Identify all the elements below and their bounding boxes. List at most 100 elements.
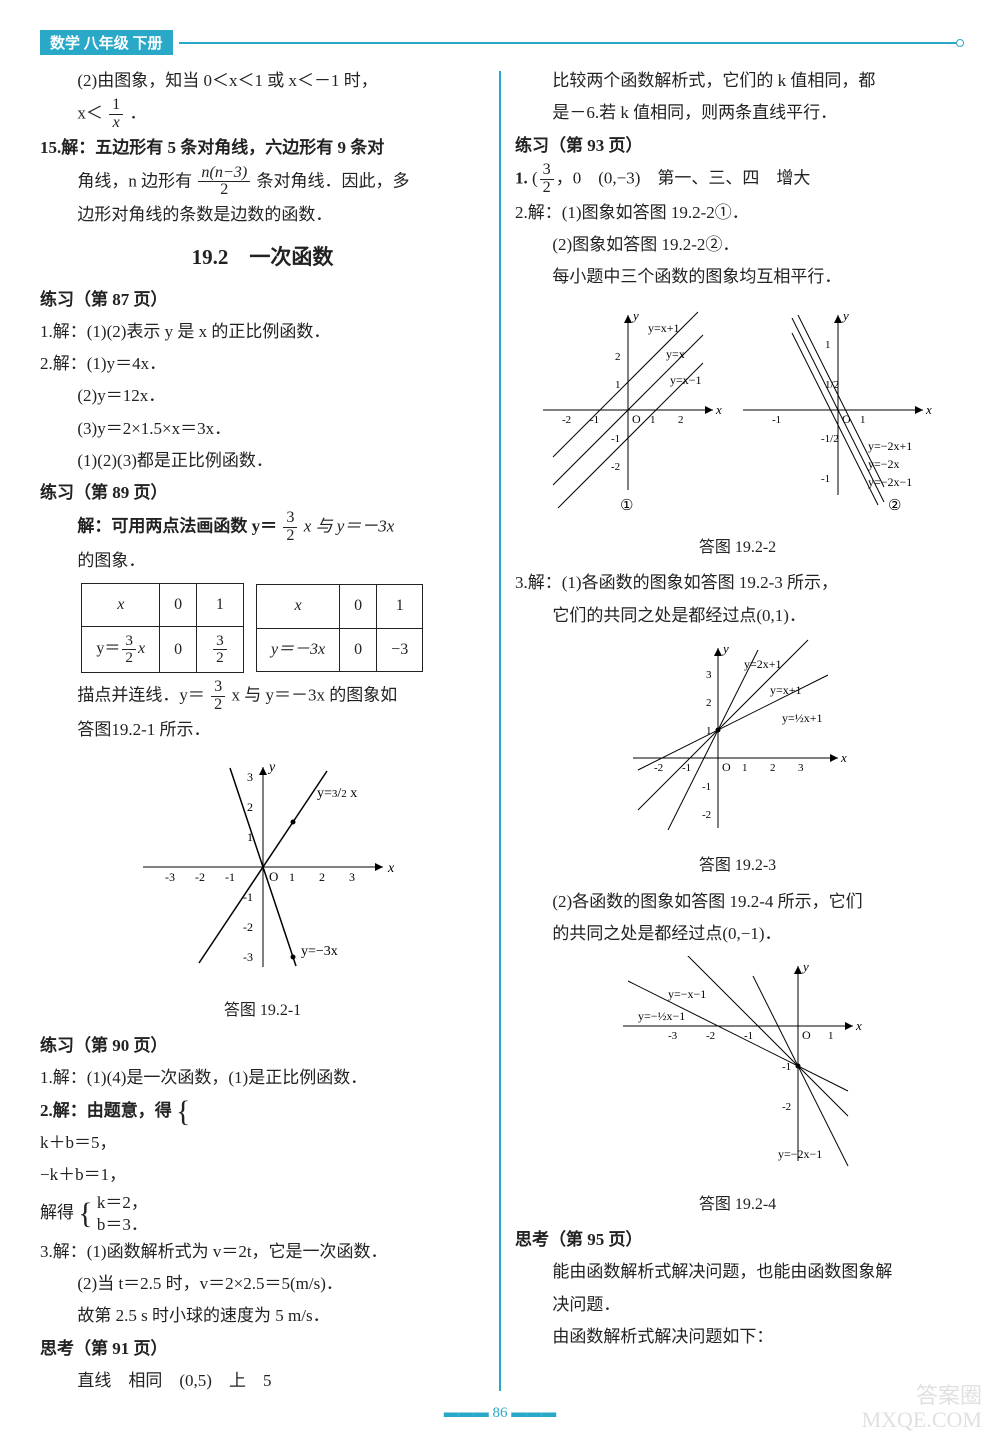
- svg-text:y=−½x−1: y=−½x−1: [638, 1009, 685, 1023]
- r-p2: 是－6.若 k 值相同，则两条直线平行．: [515, 97, 960, 129]
- ex87-2c: (3)y＝2×1.5×x＝3x．: [40, 413, 485, 445]
- svg-text:3: 3: [706, 669, 712, 681]
- graph2-svg: xy O -2-112 12-1-2 y=x+1 y=x y=x−1 ①: [528, 300, 948, 520]
- svg-text:y=½x+1: y=½x+1: [782, 711, 823, 725]
- ex87-head: 练习（第 87 页）: [40, 284, 485, 316]
- think91-head: 思考（第 91 页）: [40, 1333, 485, 1365]
- ex87-2d: (1)(2)(3)都是正比例函数．: [40, 445, 485, 477]
- svg-text:x: x: [855, 1018, 862, 1033]
- left-p1: (2)由图象，知当 0＜x＜1 或 x＜－1 时，: [40, 65, 485, 97]
- svg-text:-1: -1: [611, 433, 620, 445]
- table2: x01 y＝－3x0−3: [256, 584, 423, 672]
- svg-text:-1: -1: [243, 890, 253, 904]
- svg-text:-2: -2: [702, 809, 711, 821]
- svg-text:-2: -2: [243, 920, 253, 934]
- svg-text:x: x: [925, 402, 932, 417]
- svg-text:-3: -3: [165, 870, 175, 884]
- watermark: 答案圈 MXQE.COM: [862, 1384, 982, 1432]
- graph-19-2-2: xy O -2-112 12-1-2 y=x+1 y=x y=x−1 ①: [515, 300, 960, 564]
- page-footer: ▬▬▬ 86 ▬▬▬: [40, 1405, 960, 1422]
- svg-text:O: O: [269, 869, 278, 884]
- svg-text:2: 2: [770, 762, 776, 774]
- ex93-2c: 每小题中三个函数的图象均互相平行．: [515, 261, 960, 293]
- svg-text:y=x+1: y=x+1: [770, 683, 802, 697]
- page-number: 86: [493, 1405, 508, 1421]
- svg-text:-2: -2: [782, 1101, 791, 1113]
- right-column: 比较两个函数解析式，它们的 k 值相同，都 是－6.若 k 值相同，则两条直线平…: [515, 65, 960, 1397]
- graph4-caption: 答图 19.2-4: [515, 1190, 960, 1220]
- svg-text:-1: -1: [225, 870, 235, 884]
- ex90-1: 1.解：(1)(4)是一次函数，(1)是正比例函数．: [40, 1062, 485, 1094]
- ex93-head: 练习（第 93 页）: [515, 130, 960, 162]
- svg-text:y=−2x−1: y=−2x−1: [778, 1147, 822, 1161]
- column-divider: [499, 71, 501, 1391]
- svg-text:y=x: y=x: [666, 347, 685, 361]
- svg-text:1: 1: [828, 1030, 834, 1042]
- think95-c: 由函数解析式解决问题如下：: [515, 1321, 960, 1353]
- ex89-a: 解：可用两点法画函数 y＝ 32 x 与 y＝－3x: [40, 510, 485, 545]
- svg-text:2: 2: [319, 870, 325, 884]
- svg-text:2: 2: [247, 800, 253, 814]
- header-rule: [179, 42, 960, 44]
- ex93-2b: (2)图象如答图 19.2-2②．: [515, 229, 960, 261]
- left-p2: x＜ 1x ．: [40, 97, 485, 132]
- ex89-c: 描点并连线．y＝ 32 x 与 y＝－3x 的图象如: [40, 679, 485, 714]
- svg-text:y: y: [841, 308, 849, 323]
- svg-text:1: 1: [615, 379, 621, 391]
- svg-text:-1: -1: [772, 414, 781, 426]
- ex93-3d: 的共同之处是都经过点(0,−1)．: [515, 918, 960, 950]
- think91-a: 直线 相同 (0,5) 上 5: [40, 1365, 485, 1397]
- graph1-caption: 答图 19.2-1: [40, 996, 485, 1026]
- ex89-head: 练习（第 89 页）: [40, 477, 485, 509]
- think95-head: 思考（第 95 页）: [515, 1224, 960, 1256]
- svg-text:x: x: [840, 750, 847, 765]
- svg-text:y=−3x: y=−3x: [301, 944, 338, 959]
- ex87-2b: (2)y＝12x．: [40, 380, 485, 412]
- header-badge: 数学 八年级 下册: [40, 30, 173, 55]
- svg-text:2: 2: [678, 414, 684, 426]
- think95-b: 决问题．: [515, 1289, 960, 1321]
- ex87-1: 1.解：(1)(2)表示 y 是 x 的正比例函数．: [40, 316, 485, 348]
- svg-text:1: 1: [742, 762, 748, 774]
- ex93-3b: 它们的共同之处是都经过点(0,1)．: [515, 600, 960, 632]
- svg-text:1: 1: [289, 870, 295, 884]
- svg-text:O: O: [632, 412, 641, 426]
- svg-text:x: x: [715, 402, 722, 417]
- left-column: (2)由图象，知当 0＜x＜1 或 x＜－1 时， x＜ 1x ． 15.解：五…: [40, 65, 485, 1397]
- svg-text:y=3/2 x: y=3/2 x: [317, 786, 357, 801]
- graph3-svg: xy O -2-1123 123-1-2 y=2x+1 y=x+1 y=½x+1: [618, 638, 858, 838]
- ex89-d: 答图19.2-1 所示．: [40, 714, 485, 746]
- section-title: 19.2 一次函数: [40, 238, 485, 278]
- svg-text:y=−2x−1: y=−2x−1: [868, 475, 912, 489]
- ex93-3a: 3.解：(1)各函数的图象如答图 19.2-3 所示，: [515, 567, 960, 599]
- ex90-3c: 故第 2.5 s 时小球的速度为 5 m/s．: [40, 1300, 485, 1332]
- ex90-2: 2.解：由题意，得 {: [40, 1095, 485, 1127]
- svg-text:-2: -2: [195, 870, 205, 884]
- svg-text:1: 1: [860, 414, 866, 426]
- q15-line2: 角线，n 边形有 n(n−3)2 条对角线．因此，多: [40, 165, 485, 200]
- svg-text:-2: -2: [611, 461, 620, 473]
- svg-text:-2: -2: [654, 762, 663, 774]
- ex93-2a: 2.解：(1)图象如答图 19.2-2①．: [515, 197, 960, 229]
- svg-text:-1/2: -1/2: [821, 433, 839, 445]
- svg-text:-1: -1: [782, 1061, 791, 1073]
- svg-text:y=x−1: y=x−1: [670, 373, 702, 387]
- svg-text:-1: -1: [821, 473, 830, 485]
- svg-text:1: 1: [825, 339, 831, 351]
- svg-text:-3: -3: [243, 950, 253, 964]
- svg-text:y=2x+1: y=2x+1: [744, 657, 782, 671]
- svg-text:②: ②: [888, 498, 901, 514]
- svg-text:y=−2x+1: y=−2x+1: [868, 439, 912, 453]
- graph-19-2-1: x y O -3-2-1 123 123 -1-2-3 y=: [40, 752, 485, 1026]
- graph4-svg: xy O -3-2-11 -1-2 y=−x−1 y=−½x−1 y=−2x−1: [608, 956, 868, 1176]
- r-p1: 比较两个函数解析式，它们的 k 值相同，都: [515, 65, 960, 97]
- graph2-caption: 答图 19.2-2: [515, 533, 960, 563]
- svg-text:x: x: [387, 861, 395, 876]
- svg-text:-2: -2: [706, 1030, 715, 1042]
- q15-line3: 边形对角线的条数是边数的函数．: [40, 199, 485, 231]
- think95-a: 能由函数解析式解决问题，也能由函数图象解: [515, 1256, 960, 1288]
- svg-text:3: 3: [349, 870, 355, 884]
- svg-text:y: y: [267, 760, 276, 775]
- svg-text:3: 3: [247, 770, 253, 784]
- svg-text:-1: -1: [702, 781, 711, 793]
